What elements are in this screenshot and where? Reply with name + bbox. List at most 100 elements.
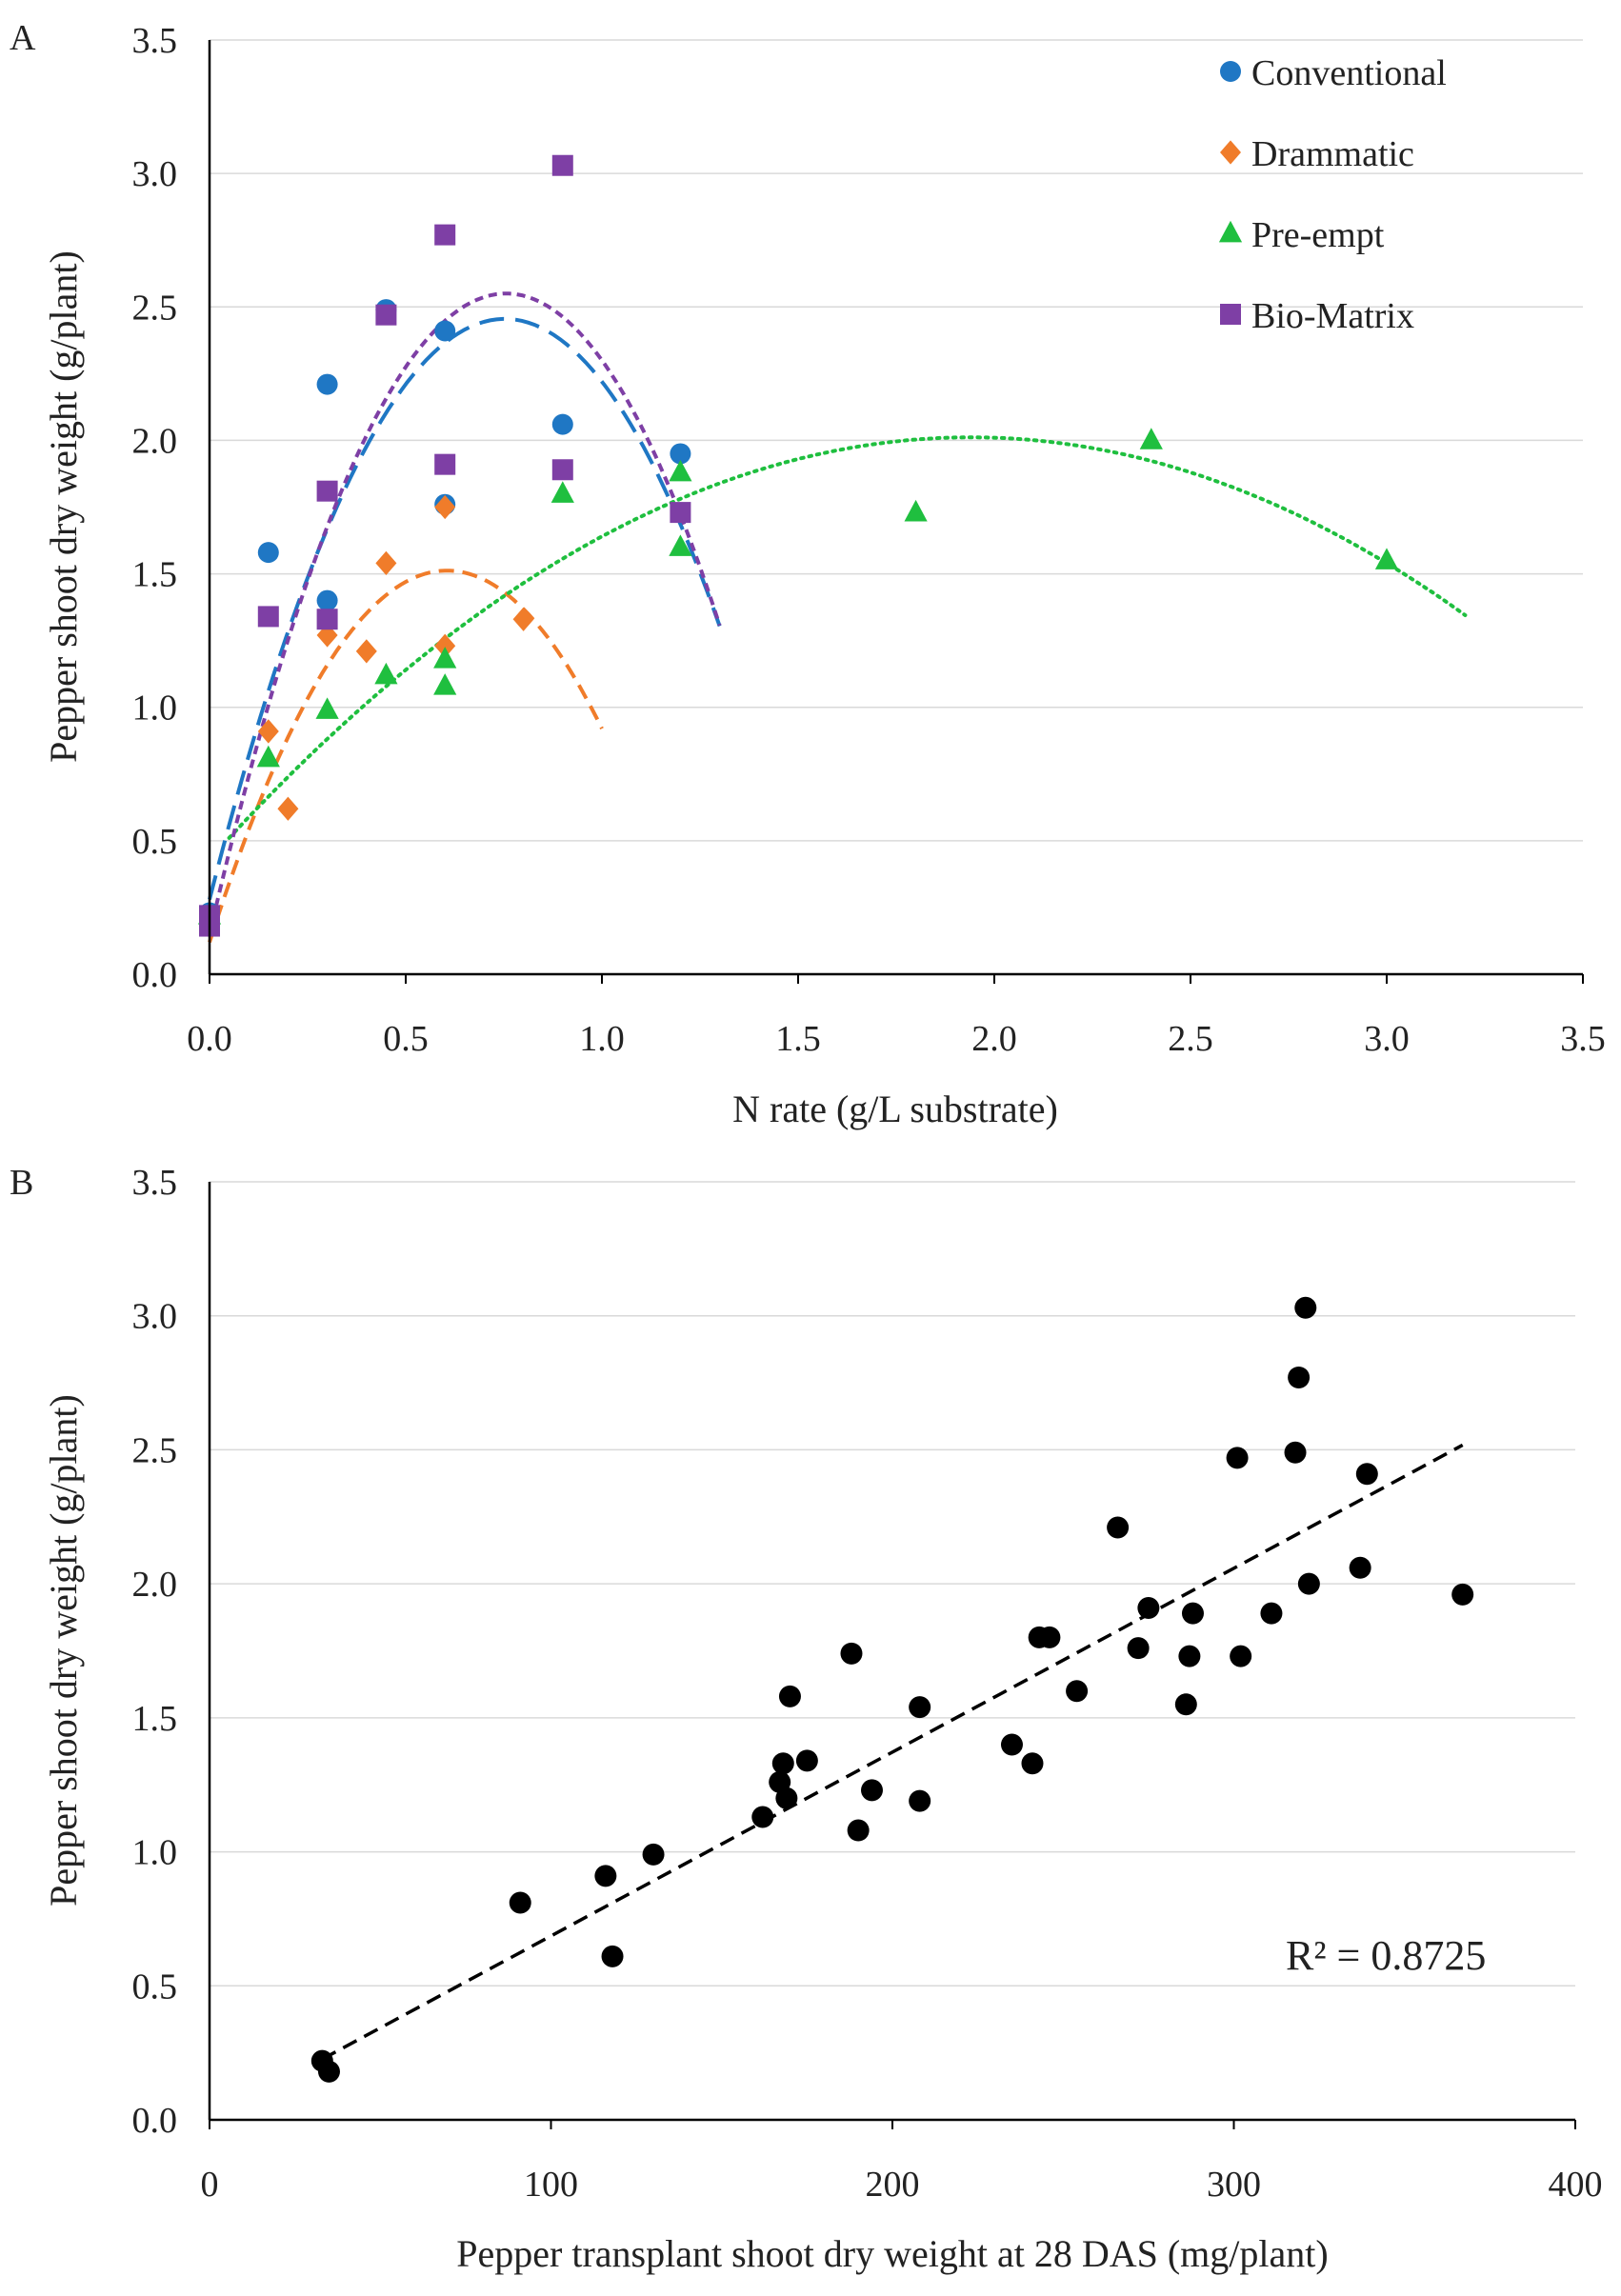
point-observation (1066, 1680, 1089, 1703)
panel-b-label: B (10, 1163, 33, 1203)
point-observation (1000, 1733, 1023, 1756)
panel-b-trendlines (321, 1443, 1464, 2061)
point-observation (778, 1685, 801, 1707)
point-pre-empt (550, 481, 574, 503)
point-observation (594, 1865, 617, 1887)
point-pre-empt (374, 662, 398, 685)
point-bio-matrix (257, 606, 279, 628)
point-conventional (316, 589, 338, 611)
panel-a-x-tick-labels: 0.0 0.5 1.0 1.5 2.0 2.5 3.0 3.5 (187, 974, 1606, 1059)
point-conventional (551, 413, 573, 435)
point-observation (317, 2060, 340, 2083)
legend-label-bio-matrix: Bio-Matrix (1251, 296, 1414, 336)
point-observation (751, 1806, 774, 1828)
point-observation (1127, 1637, 1150, 1660)
trendline-drammatic (208, 569, 604, 944)
point-observation (1288, 1366, 1311, 1388)
panel-a-y-tick-label: 3.5 (132, 21, 178, 61)
panel-b-y-tick-label: 2.5 (132, 1430, 178, 1470)
point-conventional (257, 542, 279, 564)
point-observation (909, 1789, 931, 1812)
point-observation (840, 1642, 863, 1665)
point-observation (1021, 1752, 1044, 1775)
point-observation (1181, 1602, 1204, 1625)
legend-marker-pre-empt (1218, 220, 1243, 243)
point-observation (771, 1752, 794, 1775)
panel-b-y-tick-label: 0.0 (132, 2101, 178, 2141)
panel-b-y-axis-title: Pepper shoot dry weight (g/plant) (42, 1394, 85, 1907)
panel-a-x-tick-label: 0.5 (383, 1019, 429, 1059)
panel-b-x-tick-labels: 0 100 200 300 400 (201, 2120, 1603, 2205)
point-observation (1355, 1463, 1378, 1486)
point-observation (1284, 1441, 1307, 1464)
point-conventional (316, 373, 338, 395)
point-pre-empt (433, 647, 457, 669)
panel-a-y-tick-label: 3.0 (132, 154, 178, 194)
point-bio-matrix (551, 459, 573, 481)
point-bio-matrix (434, 453, 456, 475)
trendline-conventional (208, 316, 722, 900)
point-conventional (670, 443, 691, 465)
panel-a-x-tick-label: 1.5 (775, 1019, 821, 1059)
point-observation (1260, 1602, 1283, 1625)
panel-a-y-tick-label: 0.5 (132, 822, 178, 862)
point-observation (1451, 1583, 1474, 1606)
legend-label-drammatic: Drammatic (1251, 134, 1414, 174)
point-pre-empt (256, 745, 280, 768)
point-observation (1297, 1572, 1320, 1595)
point-observation (795, 1749, 818, 1772)
point-drammatic (375, 550, 397, 576)
panel-a-y-axis-title: Pepper shoot dry weight (g/plant) (42, 250, 85, 763)
panel-b-y-tick-label: 0.5 (132, 1967, 178, 2007)
panel-a-x-tick-label: 2.0 (971, 1019, 1017, 1059)
point-drammatic (257, 719, 279, 744)
panel-b-x-tick-label: 200 (866, 2165, 920, 2205)
point-observation (847, 1819, 870, 1842)
panel-a-label: A (10, 18, 36, 58)
panel-a-grid (210, 39, 1583, 842)
panel-a: A 0.0 0.5 1.0 1.5 2.0 2.5 3.0 3.5 0.0 0.5 1.0 1.5 2… (10, 18, 1606, 1130)
panel-b-y-tick-label: 3.5 (132, 1163, 178, 1203)
point-observation (1137, 1596, 1160, 1619)
panel-b: B 0.0 0.5 1.0 1.5 2.0 2.5 3.0 3.5 0 100 200 300 400… (10, 1163, 1603, 2275)
point-bio-matrix (316, 609, 338, 630)
point-observation (860, 1779, 883, 1802)
panel-a-x-tick-label: 2.5 (1168, 1019, 1213, 1059)
point-conventional (434, 320, 456, 342)
point-drammatic (512, 607, 534, 631)
panel-a-x-tick-label: 1.0 (579, 1019, 625, 1059)
legend-marker-bio-matrix (1220, 304, 1241, 325)
point-observation (1107, 1516, 1130, 1539)
panel-a-x-axis-title: N rate (g/L substrate) (732, 1088, 1058, 1130)
point-bio-matrix (316, 480, 338, 502)
point-observation (1230, 1645, 1252, 1667)
panel-b-y-tick-labels: 0.0 0.5 1.0 1.5 2.0 2.5 3.0 3.5 (132, 1163, 178, 2141)
point-observation (1226, 1447, 1249, 1469)
point-drammatic (434, 494, 456, 520)
point-pre-empt (1139, 428, 1163, 449)
panel-a-points (197, 154, 1399, 937)
panel-b-x-tick-label: 300 (1207, 2165, 1261, 2205)
panel-a-legend: Conventional Drammatic Pre-empt Bio-Matrix (1218, 53, 1447, 336)
legend-marker-drammatic (1220, 140, 1241, 165)
point-observation (642, 1843, 665, 1866)
legend-marker-conventional (1220, 61, 1241, 82)
trendline-bio-matrix (208, 291, 722, 935)
point-observation (1349, 1556, 1371, 1579)
point-bio-matrix (434, 224, 456, 246)
panel-b-x-tick-label: 400 (1549, 2165, 1603, 2205)
point-pre-empt (1374, 548, 1399, 569)
panel-b-points (310, 1296, 1474, 2083)
point-pre-empt (669, 534, 692, 556)
legend-label-pre-empt: Pre-empt (1251, 215, 1385, 255)
point-observation (1294, 1296, 1317, 1319)
panel-b-y-tick-label: 1.5 (132, 1699, 178, 1739)
panel-a-y-tick-label: 1.0 (132, 689, 178, 729)
panel-b-x-axis-title: Pepper transplant shoot dry weight at 28… (456, 2232, 1328, 2275)
panel-a-x-tick-label: 3.5 (1560, 1019, 1606, 1059)
point-observation (601, 1945, 624, 1967)
point-pre-empt (904, 499, 928, 522)
panel-b-y-tick-label: 2.0 (132, 1565, 178, 1605)
point-drammatic (355, 639, 377, 664)
panel-a-y-tick-labels: 0.0 0.5 1.0 1.5 2.0 2.5 3.0 3.5 (132, 21, 178, 995)
